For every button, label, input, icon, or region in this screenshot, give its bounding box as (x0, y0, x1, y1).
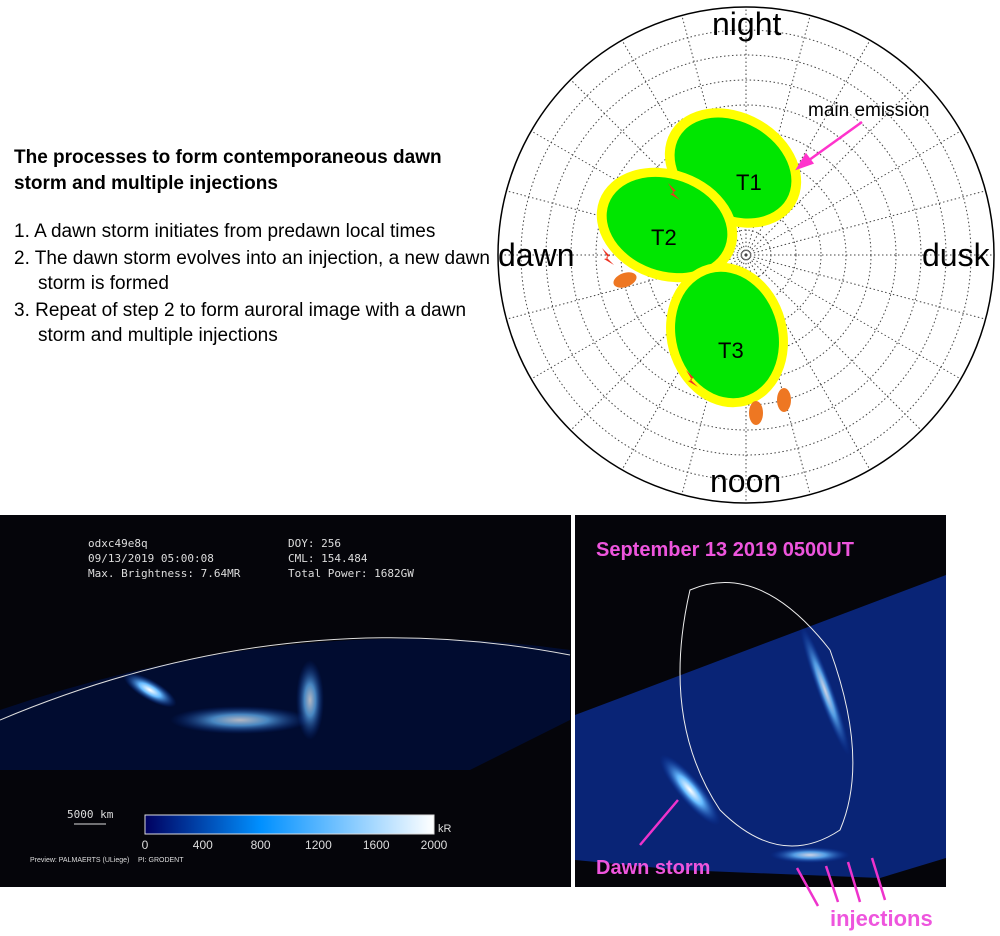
grid-meridian (745, 124, 972, 256)
colorbar-tick: 1200 (305, 838, 332, 852)
dawn-storm-markers (602, 183, 698, 387)
main-oval-line (679, 582, 854, 847)
grid-meridian (615, 254, 747, 481)
intro-title: The processes to form contemporaneous da… (14, 147, 442, 194)
grid-meridian (561, 70, 747, 256)
hst-cml: CML: 154.484 (288, 552, 368, 565)
grid-meridian (745, 254, 931, 440)
step-2: 2. The dawn storm evolves into an inject… (14, 248, 490, 294)
grid-meridian (745, 29, 877, 256)
grid-meridian (678, 7, 747, 256)
grid-meridian (745, 254, 877, 481)
colorbar-tick: 2000 (421, 838, 448, 852)
grid-meridian (745, 254, 994, 323)
colorbar-tick: 800 (251, 838, 271, 852)
credit-preview: Preview: PALMAERTS (ULiege) (30, 857, 129, 864)
colorbar-unit: kR (438, 823, 452, 835)
step-1: 1. A dawn storm initiates from predawn l… (14, 221, 436, 242)
label-injections: injections (830, 906, 933, 931)
main-emission-arrow (795, 120, 863, 171)
oval-t3 (666, 262, 788, 408)
grid-circle (570, 79, 922, 431)
label-night: night (712, 6, 782, 42)
intro-text: The processes to form contemporaneous da… (14, 145, 494, 350)
hst-datetime: 09/13/2019 05:00:08 (88, 552, 214, 565)
grid-meridian (498, 187, 747, 256)
grid-meridian (520, 254, 747, 386)
grid-meridian (745, 254, 814, 503)
label-dawn: dawn (498, 237, 575, 273)
label-t2: T2 (651, 225, 677, 250)
grid-meridian (498, 254, 747, 323)
grid-meridian (615, 29, 747, 256)
hst-total-power: Total Power: 1682GW (288, 567, 414, 580)
colorbar-tick: 1600 (363, 838, 390, 852)
hst-id: odxc49e8q (88, 537, 148, 550)
grid-meridian (745, 254, 972, 386)
limb-line (0, 637, 571, 721)
grid-meridian (745, 70, 931, 256)
label-dusk: dusk (922, 237, 991, 273)
grid-meridian (745, 7, 814, 256)
label-t3: T3 (718, 338, 744, 363)
hst-max-brightness: Max. Brightness: 7.64MR (88, 567, 241, 580)
annotation-arrows (639, 799, 887, 907)
grid-meridian (520, 124, 747, 256)
grid-meridian (678, 254, 747, 503)
polar-boundary (497, 6, 995, 504)
label-noon: noon (710, 463, 781, 499)
label-t1: T1 (736, 170, 762, 195)
injection-markers (613, 272, 791, 425)
label-dawn-storm: Dawn storm (596, 857, 710, 879)
colorbar (144, 814, 435, 835)
colorbar-tick: 0 (142, 838, 149, 852)
hst-doy: DOY: 256 (288, 537, 341, 550)
projection-panel: September 13 2019 0500UT Dawn storm (575, 515, 946, 887)
oval-t2 (596, 167, 738, 283)
credit-pi: PI: GRODENT (138, 857, 184, 864)
grid-meridian (561, 254, 747, 440)
grid-meridian (745, 187, 994, 256)
projection-title: September 13 2019 0500UT (596, 539, 854, 561)
label-main-emission: main emission (808, 100, 929, 121)
grid-circle (595, 104, 897, 406)
colorbar-tick: 400 (193, 838, 213, 852)
step-3: 3. Repeat of step 2 to form auroral imag… (14, 300, 467, 346)
scale-label: 5000 km (67, 808, 114, 821)
hst-image-panel: odxc49e8q 09/13/2019 05:00:08 Max. Brigh… (0, 515, 571, 887)
